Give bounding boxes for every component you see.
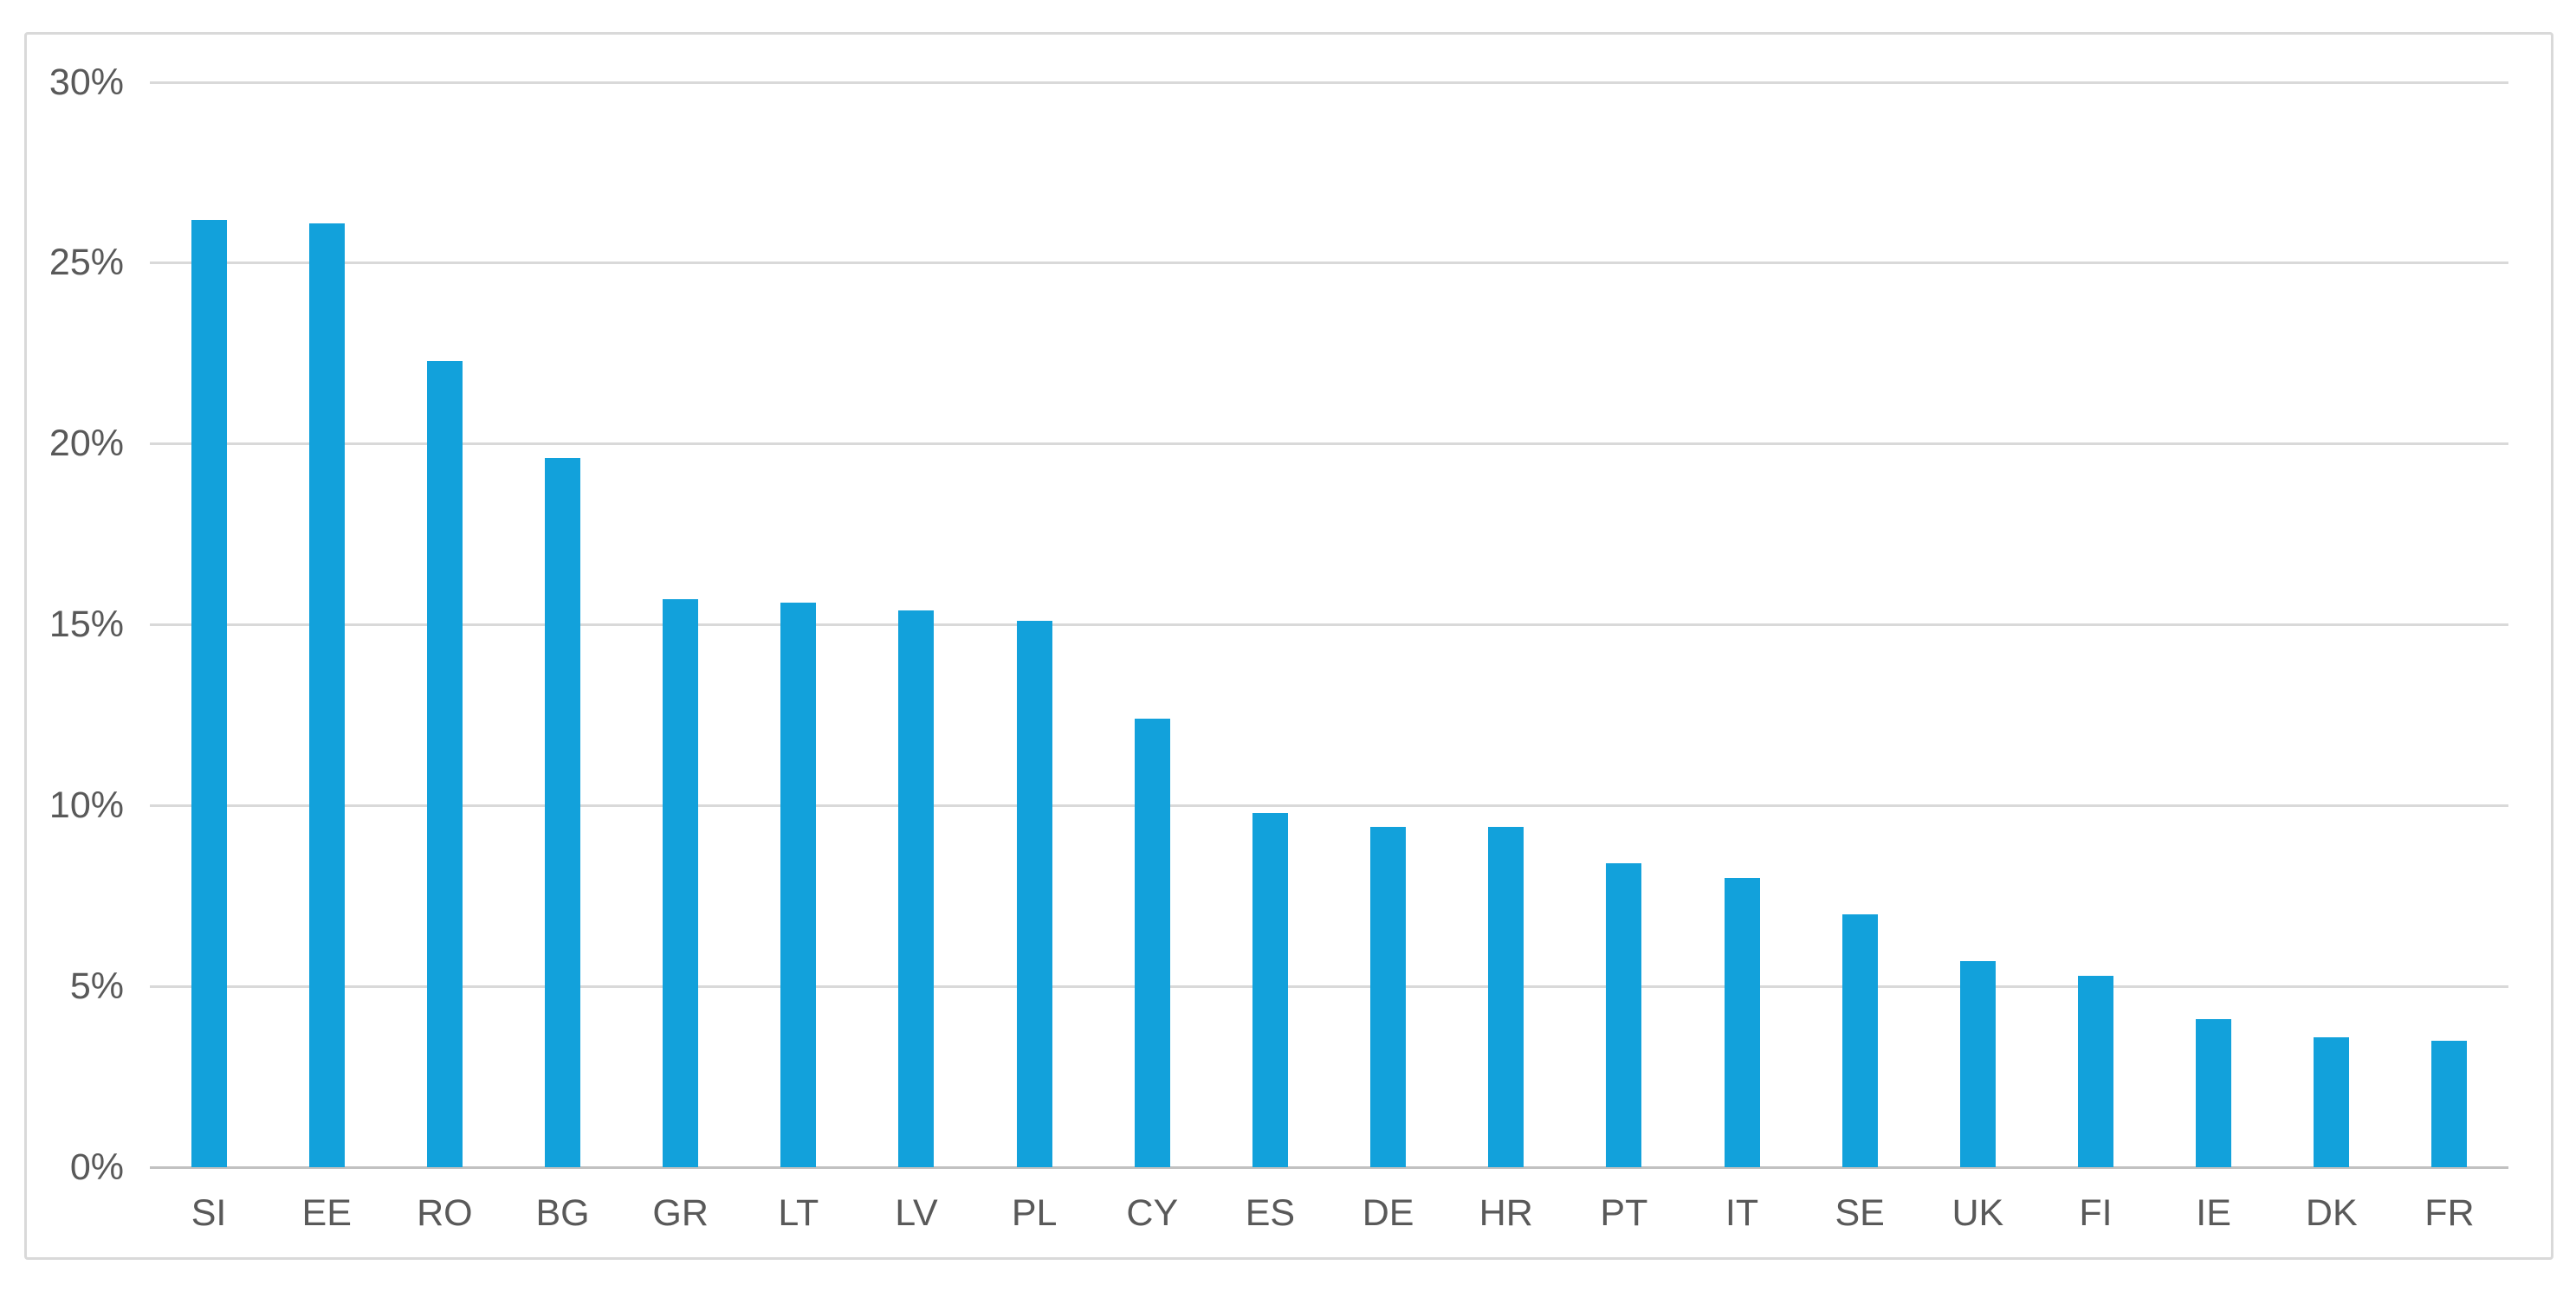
- bar-se: [1841, 913, 1878, 1167]
- bar-fr: [2431, 1040, 2468, 1167]
- bar-pl: [1016, 621, 1052, 1167]
- gridline: [150, 804, 2508, 807]
- y-tick-label: 15%: [49, 604, 124, 645]
- x-tick-label-lv: LV: [895, 1192, 938, 1234]
- bar-ie: [2196, 1018, 2232, 1167]
- bar-lt: [780, 603, 817, 1167]
- y-tick-label: 25%: [49, 242, 124, 284]
- x-tick-label-se: SE: [1835, 1192, 1885, 1234]
- bar-ro: [426, 360, 463, 1167]
- y-tick-label: 30%: [49, 61, 124, 103]
- bar-es: [1252, 812, 1288, 1167]
- x-tick-label-ie: IE: [2196, 1192, 2231, 1234]
- x-tick-label-lt: LT: [778, 1192, 819, 1234]
- x-tick-label-bg: BG: [535, 1192, 590, 1234]
- chart-figure: 30% 25% 20% 15% 10% 5% 0% SI EE RO BG GR LT LV PL CY ES…: [24, 32, 2553, 1260]
- x-tick-label-cy: CY: [1126, 1192, 1179, 1234]
- y-tick-label: 20%: [49, 423, 124, 465]
- bar-gr: [663, 599, 699, 1167]
- gridline: [150, 442, 2508, 446]
- x-tick-label-es: ES: [1245, 1192, 1296, 1234]
- x-tick-label-si: SI: [191, 1192, 227, 1234]
- x-tick-label-ee: EE: [301, 1192, 352, 1234]
- x-tick-label-fi: FI: [2079, 1192, 2113, 1234]
- bar-lv: [898, 610, 935, 1167]
- bar-cy: [1134, 719, 1170, 1167]
- y-tick-label: 5%: [69, 965, 124, 1007]
- bar-hr: [1488, 827, 1524, 1167]
- x-tick-label-it: IT: [1725, 1192, 1759, 1234]
- gridline: [150, 261, 2508, 265]
- y-tick-label: 0%: [69, 1146, 124, 1188]
- bar-pt: [1606, 863, 1642, 1167]
- x-tick-label-dk: DK: [2305, 1192, 2358, 1234]
- x-tick-label-pl: PL: [1011, 1192, 1058, 1234]
- bar-fi: [2077, 975, 2113, 1167]
- gridline: [150, 623, 2508, 626]
- gridline: [150, 81, 2508, 84]
- x-tick-label-hr: HR: [1479, 1192, 1533, 1234]
- x-tick-label-ro: RO: [417, 1192, 473, 1234]
- x-tick-label-gr: GR: [652, 1192, 709, 1234]
- x-tick-label-uk: UK: [1951, 1192, 2004, 1234]
- x-tick-label-de: DE: [1362, 1192, 1414, 1234]
- bar-dk: [2314, 1036, 2350, 1167]
- bar-ee: [308, 223, 345, 1167]
- gridline: [150, 984, 2508, 988]
- bar-uk: [1959, 960, 1996, 1167]
- x-tick-label-fr: FR: [2424, 1192, 2475, 1234]
- bar-si: [191, 219, 227, 1167]
- bar-it: [1724, 877, 1760, 1167]
- bar-de: [1370, 827, 1407, 1167]
- y-tick-label: 10%: [49, 784, 124, 826]
- x-axis-line: [150, 1165, 2508, 1169]
- bar-bg: [545, 458, 581, 1167]
- x-tick-label-pt: PT: [1600, 1192, 1648, 1234]
